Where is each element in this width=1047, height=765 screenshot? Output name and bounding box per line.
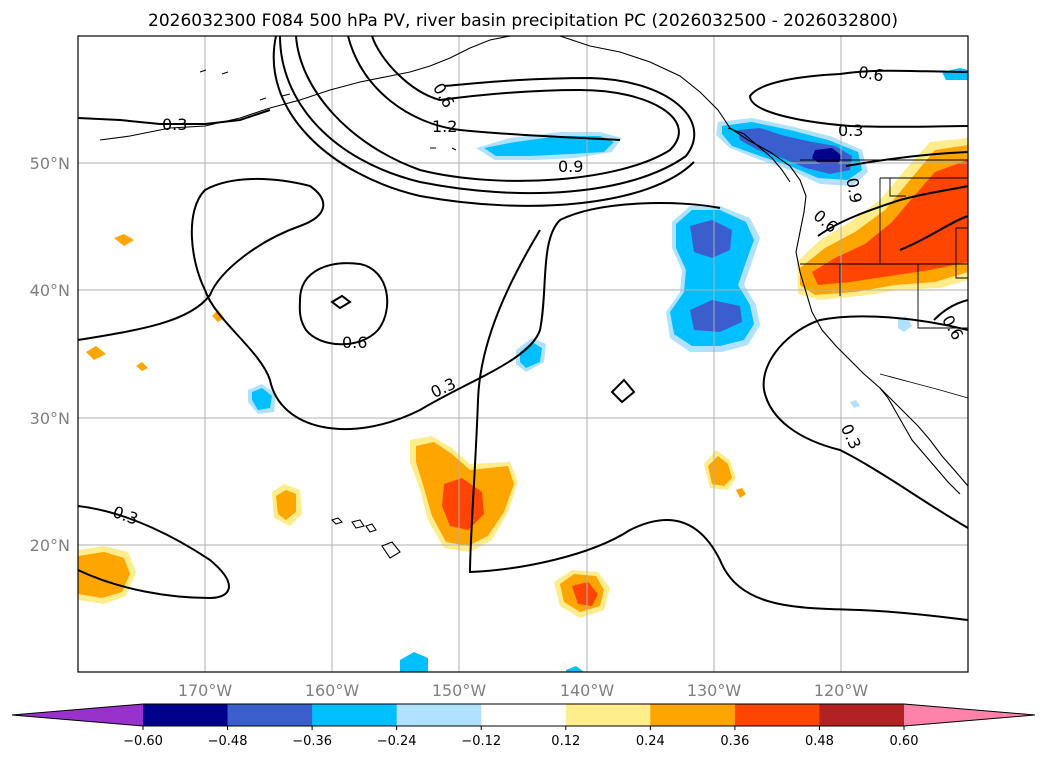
contour-06-se bbox=[933, 299, 969, 321]
colorbar-tick-label: 0.36 bbox=[720, 734, 749, 749]
negative-dot-1 bbox=[252, 388, 272, 410]
colorbar-segment bbox=[734, 704, 820, 726]
contour-pv-inner-2 bbox=[279, 35, 696, 195]
contour-small-diamond-1 bbox=[330, 294, 352, 310]
contour-label: 0.9 bbox=[842, 176, 865, 204]
colorbar-tick-label: −0.60 bbox=[123, 734, 163, 749]
west-edge-positive-mid bbox=[78, 552, 130, 598]
colorbar-segment bbox=[396, 704, 482, 726]
contour-label: 0.3 bbox=[838, 121, 863, 140]
lat-label: 50°N bbox=[30, 154, 70, 173]
lon-label: 150°W bbox=[432, 681, 487, 700]
positive-dot-1 bbox=[114, 234, 134, 246]
colorbar-tick-label: −0.48 bbox=[208, 734, 248, 749]
east-positive-dot bbox=[736, 488, 746, 498]
alaska-panhandle-coast bbox=[559, 35, 969, 487]
lat-label: 40°N bbox=[30, 281, 70, 300]
islands-bc bbox=[727, 127, 791, 183]
colorbar-tick-label: 0.60 bbox=[890, 734, 919, 749]
contour-06-east bbox=[817, 185, 969, 237]
gulf-negative-core bbox=[484, 136, 614, 156]
gridlines bbox=[78, 36, 968, 672]
precip-shading bbox=[78, 68, 968, 672]
contour-label: 0.6 bbox=[857, 62, 885, 85]
contour-09-east bbox=[845, 151, 969, 167]
coastlines bbox=[99, 35, 969, 559]
colorbar-tick-label: −0.24 bbox=[377, 734, 417, 749]
alaska-coast bbox=[99, 35, 511, 141]
contour-small-diamond-2 bbox=[610, 378, 636, 404]
colorbar-tick-label: −0.12 bbox=[461, 734, 501, 749]
lat-label: 20°N bbox=[30, 536, 70, 555]
pv-contours bbox=[77, 35, 969, 621]
colorbar-tick-label: 0.12 bbox=[551, 734, 580, 749]
contour-pv-inner-1 bbox=[295, 35, 680, 182]
hawaii-islands bbox=[330, 517, 401, 559]
contour-label: 1.2 bbox=[432, 117, 457, 136]
contour-label: 0.3 bbox=[162, 115, 187, 134]
colorbar-labels: −0.60 −0.48 −0.36 −0.24 −0.12 0.12 0.24 0.36 0.4… bbox=[123, 726, 918, 749]
colorbar-tick-label: 0.24 bbox=[636, 734, 665, 749]
colorbar-segment bbox=[650, 704, 736, 726]
colorbar-tick-label: 0.48 bbox=[805, 734, 834, 749]
negative-dot-4 bbox=[566, 666, 584, 672]
map-title: 2026032300 F084 500 hPa PV, river basin … bbox=[148, 11, 898, 31]
aleutian-dots bbox=[199, 69, 457, 151]
contour-06-circle bbox=[298, 262, 389, 346]
contour-pv-12 bbox=[347, 35, 621, 141]
lat-label: 30°N bbox=[30, 409, 70, 428]
contour-06-east-2 bbox=[899, 215, 969, 251]
south-positive-core bbox=[572, 582, 598, 606]
negative-dot-3 bbox=[400, 652, 428, 672]
colorbar-extend-low bbox=[12, 704, 143, 726]
lon-labels: 170°W 160°W 150°W 140°W 130°W 120°W bbox=[178, 681, 869, 700]
mid-ocean-negative-core-s bbox=[690, 300, 742, 332]
lon-label: 120°W bbox=[814, 681, 869, 700]
negative-dot-6 bbox=[850, 400, 860, 408]
colorbar-tick-label: −0.36 bbox=[292, 734, 332, 749]
lat-labels: 50°N 40°N 30°N 20°N bbox=[30, 154, 70, 555]
mexico-border bbox=[879, 373, 969, 399]
lon-label: 170°W bbox=[178, 681, 233, 700]
contour-03-bigloop bbox=[762, 315, 969, 529]
lon-label: 140°W bbox=[560, 681, 615, 700]
mid-ocean-negative-core-n bbox=[690, 220, 732, 258]
negative-dot-5 bbox=[898, 316, 912, 332]
positive-dot-2 bbox=[86, 346, 106, 360]
state-lines bbox=[800, 177, 968, 329]
contour-label: 0.6 bbox=[342, 333, 367, 352]
contour-pv-outer bbox=[272, 35, 695, 207]
contour-label: 0.9 bbox=[558, 157, 583, 176]
colorbar-extend-high bbox=[904, 704, 1035, 726]
colorbar-segment bbox=[312, 704, 398, 726]
lon-label: 160°W bbox=[305, 681, 360, 700]
colorbar-segment bbox=[227, 704, 313, 726]
contour-03-north bbox=[77, 109, 271, 125]
contour-03-main bbox=[77, 177, 721, 430]
positive-dot-3 bbox=[212, 310, 224, 322]
colorbar bbox=[11, 703, 1036, 727]
colorbar-segment bbox=[143, 704, 229, 726]
colorbar-segment bbox=[481, 704, 567, 726]
lon-label: 130°W bbox=[687, 681, 742, 700]
positive-dot-4 bbox=[136, 362, 148, 371]
contour-03-west-south bbox=[77, 505, 230, 600]
positive-dot-5 bbox=[276, 490, 296, 520]
contour-06-ne bbox=[748, 69, 969, 128]
west-us-positive-core bbox=[812, 160, 968, 285]
colorbar-segment bbox=[565, 704, 651, 726]
baja-coast bbox=[879, 387, 961, 495]
colorbar-segment bbox=[819, 704, 905, 726]
contour-03-south bbox=[468, 229, 969, 621]
map-frame bbox=[77, 35, 969, 673]
